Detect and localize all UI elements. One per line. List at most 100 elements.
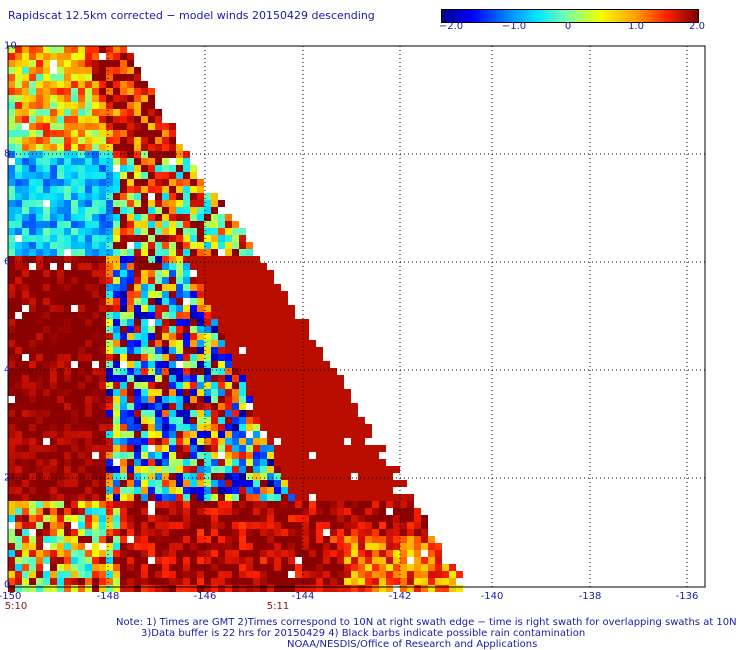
data-cell xyxy=(330,487,337,494)
data-cell xyxy=(99,53,106,60)
data-cell xyxy=(155,466,162,473)
data-cell xyxy=(148,109,155,116)
data-cell xyxy=(260,410,267,417)
data-cell xyxy=(141,326,148,333)
data-cell xyxy=(141,179,148,186)
data-cell xyxy=(246,242,253,249)
data-cell xyxy=(295,515,302,522)
data-cell xyxy=(78,389,85,396)
data-cell xyxy=(29,270,36,277)
data-cell xyxy=(113,340,120,347)
data-cell xyxy=(134,200,141,207)
data-cell xyxy=(197,585,204,592)
data-cell xyxy=(386,543,393,550)
data-cell xyxy=(29,529,36,536)
data-cell xyxy=(337,431,344,438)
data-cell xyxy=(50,256,57,263)
data-cell xyxy=(29,438,36,445)
data-cell xyxy=(57,382,64,389)
data-cell xyxy=(92,95,99,102)
data-cell xyxy=(309,473,316,480)
data-cell xyxy=(204,403,211,410)
data-cell xyxy=(155,284,162,291)
data-cell xyxy=(120,508,127,515)
data-cell xyxy=(379,508,386,515)
data-cell xyxy=(127,95,134,102)
swath-data-cells xyxy=(8,46,463,592)
data-cell xyxy=(92,263,99,270)
data-cell xyxy=(162,333,169,340)
note-line: NOAA/NESDIS/Office of Research and Appli… xyxy=(287,639,538,650)
data-cell xyxy=(260,284,267,291)
data-cell xyxy=(134,347,141,354)
data-cell xyxy=(15,186,22,193)
data-cell xyxy=(85,221,92,228)
lon-label: -136 xyxy=(675,591,699,602)
data-cell xyxy=(260,333,267,340)
data-cell xyxy=(372,550,379,557)
data-cell xyxy=(246,557,253,564)
data-cell xyxy=(120,424,127,431)
data-cell xyxy=(106,494,113,501)
data-cell xyxy=(449,564,456,571)
data-cell xyxy=(15,151,22,158)
data-cell xyxy=(267,361,274,368)
data-cell xyxy=(281,417,288,424)
data-cell xyxy=(295,319,302,326)
data-cell xyxy=(246,501,253,508)
data-cell xyxy=(246,368,253,375)
data-cell xyxy=(15,60,22,67)
data-cell xyxy=(358,578,365,585)
data-cell xyxy=(358,585,365,592)
data-cell xyxy=(99,319,106,326)
data-cell xyxy=(295,494,302,501)
data-cell xyxy=(148,263,155,270)
data-cell xyxy=(78,235,85,242)
data-cell xyxy=(71,228,78,235)
data-cell xyxy=(78,487,85,494)
data-cell xyxy=(183,438,190,445)
data-cell xyxy=(15,123,22,130)
data-cell xyxy=(372,578,379,585)
data-cell xyxy=(183,445,190,452)
data-cell xyxy=(239,235,246,242)
data-cell xyxy=(162,557,169,564)
data-cell xyxy=(225,452,232,459)
data-cell xyxy=(113,361,120,368)
data-cell xyxy=(253,543,260,550)
data-cell xyxy=(351,487,358,494)
data-cell xyxy=(127,445,134,452)
data-cell xyxy=(92,74,99,81)
data-cell xyxy=(8,529,15,536)
data-cell xyxy=(281,529,288,536)
data-cell xyxy=(309,536,316,543)
data-cell xyxy=(134,249,141,256)
data-cell xyxy=(183,480,190,487)
data-cell xyxy=(393,543,400,550)
data-cell xyxy=(57,431,64,438)
data-cell xyxy=(239,480,246,487)
data-cell xyxy=(92,557,99,564)
data-cell xyxy=(190,389,197,396)
data-cell xyxy=(36,438,43,445)
data-cell xyxy=(239,452,246,459)
data-cell xyxy=(400,557,407,564)
data-cell xyxy=(78,368,85,375)
data-cell xyxy=(246,508,253,515)
data-cell xyxy=(8,81,15,88)
data-cell xyxy=(57,424,64,431)
data-cell xyxy=(127,263,134,270)
data-cell xyxy=(148,389,155,396)
data-cell xyxy=(71,487,78,494)
data-cell xyxy=(15,263,22,270)
data-cell xyxy=(92,515,99,522)
data-cell xyxy=(141,88,148,95)
lat-label: 8 xyxy=(4,148,11,160)
data-cell xyxy=(141,571,148,578)
data-cell xyxy=(43,249,50,256)
data-cell xyxy=(330,396,337,403)
data-cell xyxy=(239,564,246,571)
data-cell xyxy=(8,396,15,403)
data-cell xyxy=(85,172,92,179)
data-cell xyxy=(162,200,169,207)
